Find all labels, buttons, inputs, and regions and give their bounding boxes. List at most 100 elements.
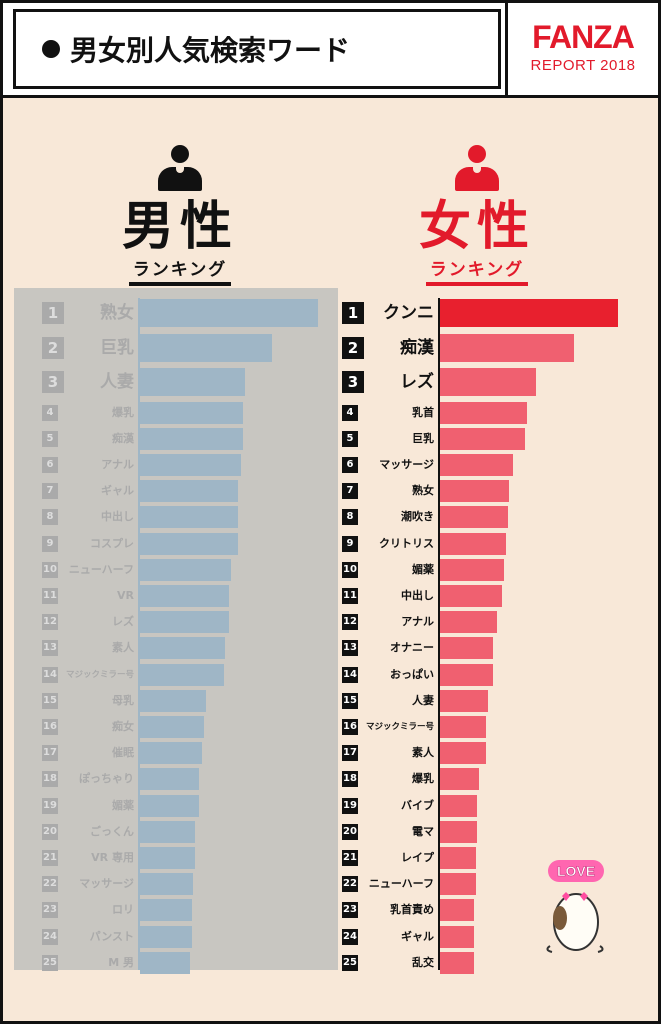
male-rank-row: 23 ロリ: [42, 899, 332, 922]
male-rank-row: 20 ごっくん: [42, 820, 332, 843]
female-rank-keyword: レイプ: [401, 850, 434, 864]
female-rank-bar: [440, 794, 478, 817]
header: 男女別人気検索ワード FANZA REPORT 2018: [3, 3, 658, 98]
female-rank-keyword: マッサージ: [379, 457, 434, 471]
male-rank-row: 7 ギャル: [42, 480, 332, 503]
male-rank-bar: [140, 453, 242, 476]
male-rank-keyword: 催眠: [112, 746, 134, 760]
female-rank-bar: [440, 742, 487, 765]
female-rank-bar: [440, 532, 506, 555]
logo-sub-text: REPORT 2018: [530, 57, 636, 74]
male-rank-keyword: 痴女: [112, 719, 134, 733]
female-rank-number: 2: [342, 336, 364, 359]
male-rank-number: 6: [42, 456, 58, 473]
female-rank-bar: [440, 401, 528, 424]
male-rank-keyword: ニューハーフ: [68, 562, 134, 576]
male-rank-row: 5 痴漢: [42, 427, 332, 450]
male-rank-number: 24: [42, 928, 58, 945]
female-rank-keyword: 媚薬: [412, 562, 434, 576]
female-rank-keyword: 熟女: [412, 484, 434, 498]
male-rank-keyword: 媚薬: [112, 798, 134, 812]
male-rank-row: 16 痴女: [42, 715, 332, 738]
male-heading: 男性 ランキング: [105, 145, 255, 286]
female-subtitle: ランキング: [425, 255, 529, 286]
male-rank-row: 25 M 男: [42, 951, 332, 974]
male-rank-number: 14: [42, 666, 58, 683]
female-rank-row: 1 クンニ: [342, 298, 632, 328]
female-rank-number: 14: [342, 666, 358, 683]
male-rank-keyword: 素人: [112, 641, 134, 655]
male-rank-bar: [140, 715, 205, 738]
male-rank-number: 1: [42, 302, 64, 324]
female-rank-number: 25: [342, 954, 358, 971]
female-rank-number: 16: [342, 718, 358, 735]
male-rank-bar: [140, 611, 229, 634]
male-rank-bar: [140, 689, 206, 712]
male-rank-row: 10 ニューハーフ: [42, 558, 332, 581]
male-rank-bar: [140, 951, 190, 974]
female-rank-number: 9: [342, 535, 358, 552]
male-rank-bar: [140, 794, 199, 817]
female-rank-bar: [440, 925, 474, 948]
female-person-icon: [453, 145, 501, 193]
female-rank-bar: [440, 480, 510, 503]
female-rank-bar: [440, 663, 494, 686]
female-rank-bar: [440, 768, 480, 791]
female-rank-row: 6 マッサージ: [342, 453, 632, 476]
male-rank-number: 4: [42, 404, 58, 421]
female-rank-number: 1: [342, 302, 364, 324]
female-rank-number: 17: [342, 745, 358, 762]
female-rank-bar: [440, 637, 494, 660]
male-rank-number: 7: [42, 483, 58, 500]
male-rank-number: 9: [42, 535, 58, 552]
bullet-icon: [42, 40, 60, 58]
female-rank-row: 15 人妻: [342, 689, 632, 712]
male-rank-row: 3 人妻: [42, 367, 332, 397]
male-rank-number: 22: [42, 876, 58, 893]
female-rank-keyword: 人妻: [412, 693, 434, 707]
male-rank-bar: [140, 873, 194, 896]
female-rank-number: 21: [342, 849, 358, 866]
male-rank-keyword: 母乳: [112, 693, 134, 707]
female-heading: 女性 ランキング: [402, 145, 552, 286]
female-rank-row: 14 おっぱい: [342, 663, 632, 686]
male-rank-row: 9 コスプレ: [42, 532, 332, 555]
female-rank-row: 17 素人: [342, 742, 632, 765]
female-rank-number: 23: [342, 902, 358, 919]
female-rank-number: 5: [342, 430, 358, 447]
female-rank-bar: [440, 584, 503, 607]
male-rank-number: 23: [42, 902, 58, 919]
male-rank-row: 4 爆乳: [42, 401, 332, 424]
female-ranking-chart: 1 クンニ 2 痴漢 3 レズ 4 乳首 5 巨乳 6 マッサージ 7 熟女 8 潮吹き 9 クリトリス 10 媚薬 1…: [342, 298, 632, 974]
female-rank-row: 18 爆乳: [342, 768, 632, 791]
male-axis-line: [138, 298, 140, 970]
female-rank-bar: [440, 427, 526, 450]
male-rank-keyword: 爆乳: [112, 405, 134, 419]
male-rank-number: 25: [42, 954, 58, 971]
male-rank-keyword: 熟女: [100, 303, 134, 323]
female-rank-number: 15: [342, 692, 358, 709]
male-rank-keyword: VR: [117, 588, 134, 602]
male-rank-row: 1 熟女: [42, 298, 332, 328]
page-title-box: 男女別人気検索ワード: [13, 9, 501, 89]
male-person-icon: [156, 145, 204, 193]
female-rank-number: 13: [342, 640, 358, 657]
female-rank-keyword: 乱交: [412, 955, 434, 969]
male-rank-number: 12: [42, 614, 58, 631]
male-rank-row: 21 VR 専用: [42, 846, 332, 869]
female-rank-bar: [440, 506, 508, 529]
female-rank-row: 4 乳首: [342, 401, 632, 424]
male-rank-number: 3: [42, 371, 64, 393]
female-rank-bar: [440, 715, 487, 738]
female-rank-bar: [440, 453, 513, 476]
male-rank-row: 24 パンスト: [42, 925, 332, 948]
female-rank-bar: [440, 299, 618, 327]
female-rank-row: 25 乱交: [342, 951, 632, 974]
female-rank-row: 3 レズ: [342, 367, 632, 397]
female-rank-keyword: クンニ: [383, 303, 434, 323]
female-rank-keyword: アナル: [401, 615, 434, 629]
male-rank-row: 11 VR: [42, 584, 332, 607]
female-rank-row: 21 レイプ: [342, 846, 632, 869]
female-rank-keyword: 巨乳: [412, 431, 434, 445]
female-rank-bar: [440, 611, 497, 634]
